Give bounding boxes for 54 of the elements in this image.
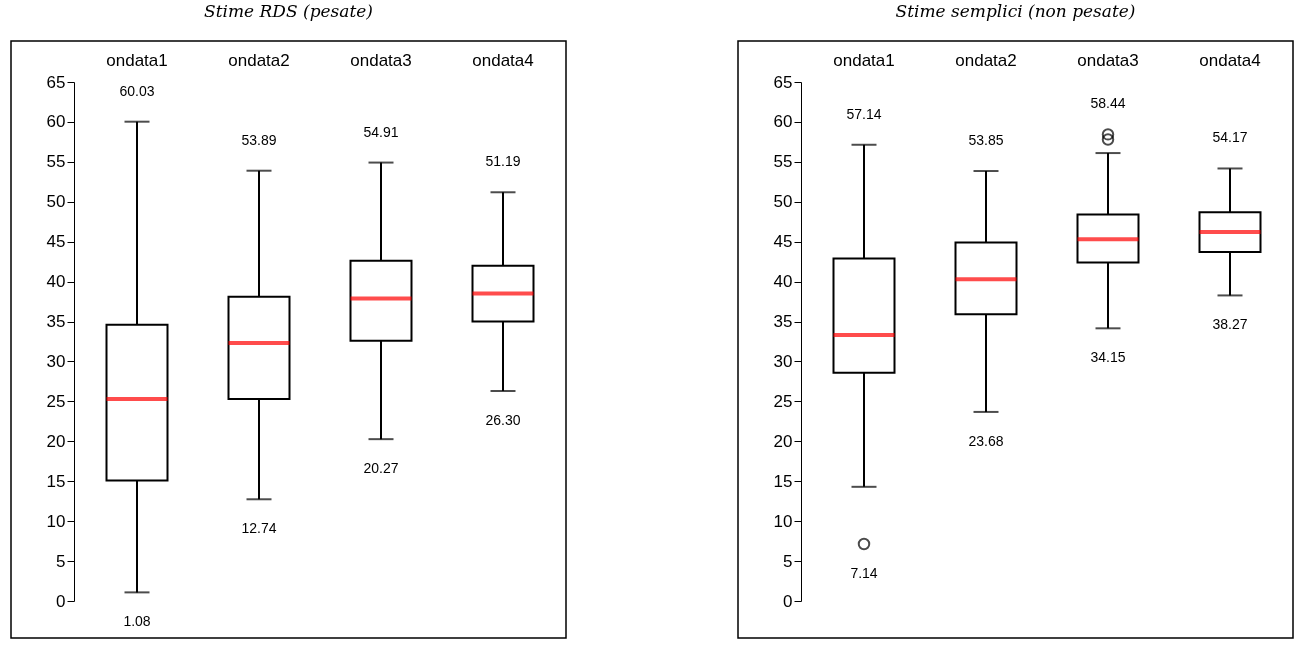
annotation: 53.85	[968, 132, 1004, 149]
annotation: 1.08	[123, 613, 151, 630]
annotation: 12.74	[241, 520, 277, 537]
annotation: 53.89	[241, 131, 277, 148]
y-tick-label: 25	[773, 391, 793, 411]
x-tick-label: ondata2	[955, 50, 1017, 70]
y-tick-label: 55	[773, 152, 793, 172]
y-tick-label: 50	[46, 192, 66, 212]
chart-title: Stime RDS (pesate)	[204, 1, 373, 21]
x-tick-label: ondata1	[106, 50, 168, 70]
y-tick-label: 15	[46, 471, 66, 491]
x-tick-label: ondata4	[472, 50, 534, 70]
y-tick-label: 60	[46, 112, 66, 132]
y-tick-label: 15	[773, 471, 793, 491]
annotation: 20.27	[363, 460, 399, 477]
x-tick-label: ondata1	[833, 50, 895, 70]
y-tick-label: 30	[46, 351, 66, 371]
y-tick-label: 25	[46, 391, 66, 411]
x-tick-label: ondata3	[350, 50, 412, 70]
annotation: 23.68	[968, 432, 1004, 449]
y-tick-label: 0	[783, 591, 793, 611]
y-tick-label: 40	[773, 272, 793, 292]
chart-title: Stime semplici (non pesate)	[895, 1, 1136, 21]
y-tick-label: 0	[56, 591, 66, 611]
annotation: 26.30	[485, 412, 521, 428]
y-tick-label: 10	[773, 511, 793, 531]
y-tick-label: 40	[46, 272, 66, 292]
x-tick-label: ondata4	[1199, 50, 1261, 70]
y-tick-label: 10	[46, 511, 66, 531]
y-tick-label: 5	[56, 551, 66, 571]
y-tick-label: 5	[783, 551, 793, 571]
y-tick-label: 60	[773, 112, 793, 132]
y-tick-label: 50	[773, 192, 793, 212]
annotation: 58.44	[1090, 95, 1126, 112]
annotation: 54.17	[1212, 129, 1248, 146]
annotation: 34.15	[1090, 349, 1126, 366]
y-tick-label: 35	[773, 312, 793, 332]
y-tick-label: 20	[773, 431, 793, 451]
x-tick-label: ondata3	[1077, 50, 1139, 70]
annotation: 54.91	[363, 123, 399, 140]
x-tick-label: ondata2	[228, 50, 290, 70]
annotation: 60.03	[119, 82, 155, 99]
annotation: 38.27	[1212, 316, 1248, 333]
y-tick-label: 20	[46, 431, 66, 451]
y-tick-label: 65	[773, 72, 793, 92]
y-tick-label: 65	[46, 72, 66, 92]
y-tick-label: 30	[773, 351, 793, 371]
y-tick-label: 55	[46, 152, 66, 172]
annotation: 51.19	[485, 153, 521, 170]
y-tick-label: 35	[46, 312, 66, 332]
y-tick-label: 45	[46, 232, 66, 252]
annotation: 7.14	[850, 564, 878, 581]
y-tick-label: 45	[773, 232, 793, 252]
annotation: 57.14	[846, 105, 882, 122]
